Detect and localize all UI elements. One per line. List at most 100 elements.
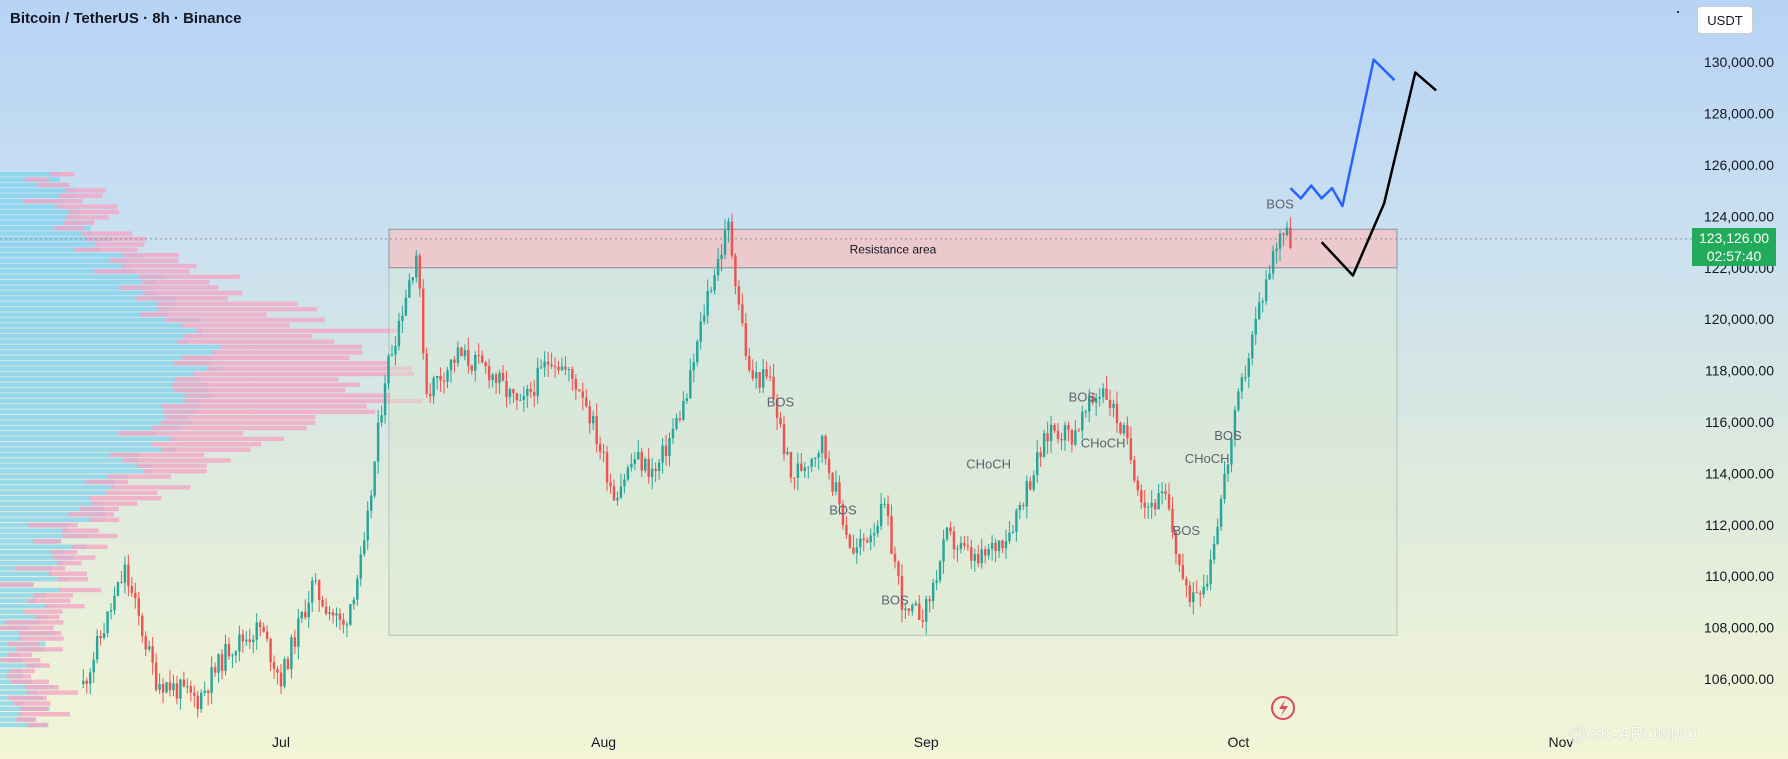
candle-body: [154, 662, 158, 690]
watermark: @GK-ARONNO: [1568, 724, 1698, 744]
volume-bar-down: [63, 220, 95, 225]
candle-body: [578, 389, 581, 392]
volume-bar-down: [171, 382, 360, 387]
candle-body: [1264, 279, 1268, 302]
candle-body: [1063, 425, 1067, 441]
volume-bar-down: [136, 463, 207, 468]
volume-bar-down: [175, 377, 339, 382]
volume-bar-down: [180, 355, 350, 360]
volume-bar-down: [177, 339, 335, 344]
candle-body: [321, 599, 324, 607]
structure-label: BOS: [1069, 389, 1097, 404]
volume-bar-up: [0, 701, 23, 706]
volume-bar-down: [24, 177, 49, 182]
candle-body: [189, 686, 193, 693]
candle-body: [1230, 438, 1233, 465]
candle-body: [1285, 227, 1289, 236]
candle-body: [134, 592, 137, 599]
candle-body: [845, 525, 848, 536]
volume-bar-up: [0, 258, 128, 263]
candle-body: [1081, 411, 1084, 431]
volume-bar-down: [82, 231, 133, 236]
candle-body: [630, 463, 633, 468]
candle-body: [186, 686, 189, 688]
candle-body: [147, 646, 151, 650]
y-tick-label: 108,000.00: [1704, 620, 1774, 636]
volume-bar-down: [32, 539, 61, 544]
candle-body: [1185, 578, 1188, 586]
volume-bar-up: [0, 409, 197, 414]
volume-bar-down: [68, 512, 114, 517]
volume-bar-up: [0, 339, 190, 344]
candle-body: [807, 466, 810, 468]
volume-bar-down: [53, 555, 96, 560]
candle-body: [293, 637, 297, 647]
volume-bar-down: [162, 404, 367, 409]
resistance-label: Resistance area: [850, 243, 937, 257]
candle-body: [817, 453, 820, 458]
candle-body: [175, 683, 179, 699]
candle-body: [675, 418, 678, 429]
candle-body: [380, 415, 383, 423]
y-tick-label: 130,000.00: [1704, 54, 1774, 70]
volume-bar-up: [0, 463, 154, 468]
volume-bar-down: [122, 458, 231, 463]
volume-bar-down: [163, 409, 376, 414]
volume-bar-up: [0, 614, 49, 620]
volume-bar-up: [0, 296, 176, 301]
candle-body: [661, 445, 664, 463]
candle-body: [789, 452, 793, 478]
candle-body: [248, 639, 251, 643]
candle-body: [467, 350, 470, 366]
candle-body: [494, 374, 498, 384]
candle-body: [314, 580, 317, 582]
candle-body: [973, 553, 976, 561]
candle-body: [401, 315, 404, 321]
candle-body: [297, 618, 300, 647]
candle-body: [886, 503, 890, 516]
candle-body: [983, 549, 987, 556]
candle-body: [1098, 397, 1101, 399]
candle-body: [519, 399, 522, 401]
volume-bar-down: [10, 679, 49, 684]
candle-body: [1167, 494, 1171, 509]
candle-body: [120, 582, 123, 584]
candle-body: [1174, 532, 1178, 555]
candle-body: [1160, 491, 1164, 494]
candle-body: [1112, 403, 1115, 409]
volume-bar-up: [0, 366, 222, 371]
currency-button[interactable]: USDT: [1697, 6, 1753, 34]
volume-bar-down: [23, 199, 83, 204]
candle-body: [279, 672, 283, 687]
volume-bar-up: [0, 263, 127, 269]
candle-body: [668, 438, 671, 456]
volume-bar-up: [0, 344, 221, 350]
candle-body: [220, 654, 224, 671]
candle-body: [1046, 433, 1049, 442]
candle-body: [338, 613, 342, 620]
flash-icon[interactable]: [1271, 696, 1295, 720]
candle-body: [137, 598, 140, 616]
candle-body: [1004, 541, 1008, 549]
candle-body: [1088, 396, 1091, 412]
candle-body: [883, 503, 886, 505]
candle-body: [1105, 388, 1108, 400]
volume-bar-up: [0, 361, 211, 366]
candle-body: [141, 615, 144, 637]
candle-body: [335, 613, 338, 616]
candle-body: [1126, 425, 1129, 439]
volume-bar-down: [28, 523, 78, 528]
candle-body: [397, 320, 401, 347]
volume-bar-up: [0, 274, 166, 279]
volume-bar-up: [0, 442, 153, 447]
candle-body: [893, 553, 897, 562]
candle-body: [938, 561, 942, 581]
candle-body: [383, 383, 387, 416]
candle-body: [609, 482, 612, 487]
candle-body: [841, 504, 845, 526]
candle-body: [768, 376, 772, 378]
volume-bar-down: [49, 172, 75, 177]
volume-bar-up: [0, 253, 143, 258]
candle-body: [727, 221, 730, 231]
